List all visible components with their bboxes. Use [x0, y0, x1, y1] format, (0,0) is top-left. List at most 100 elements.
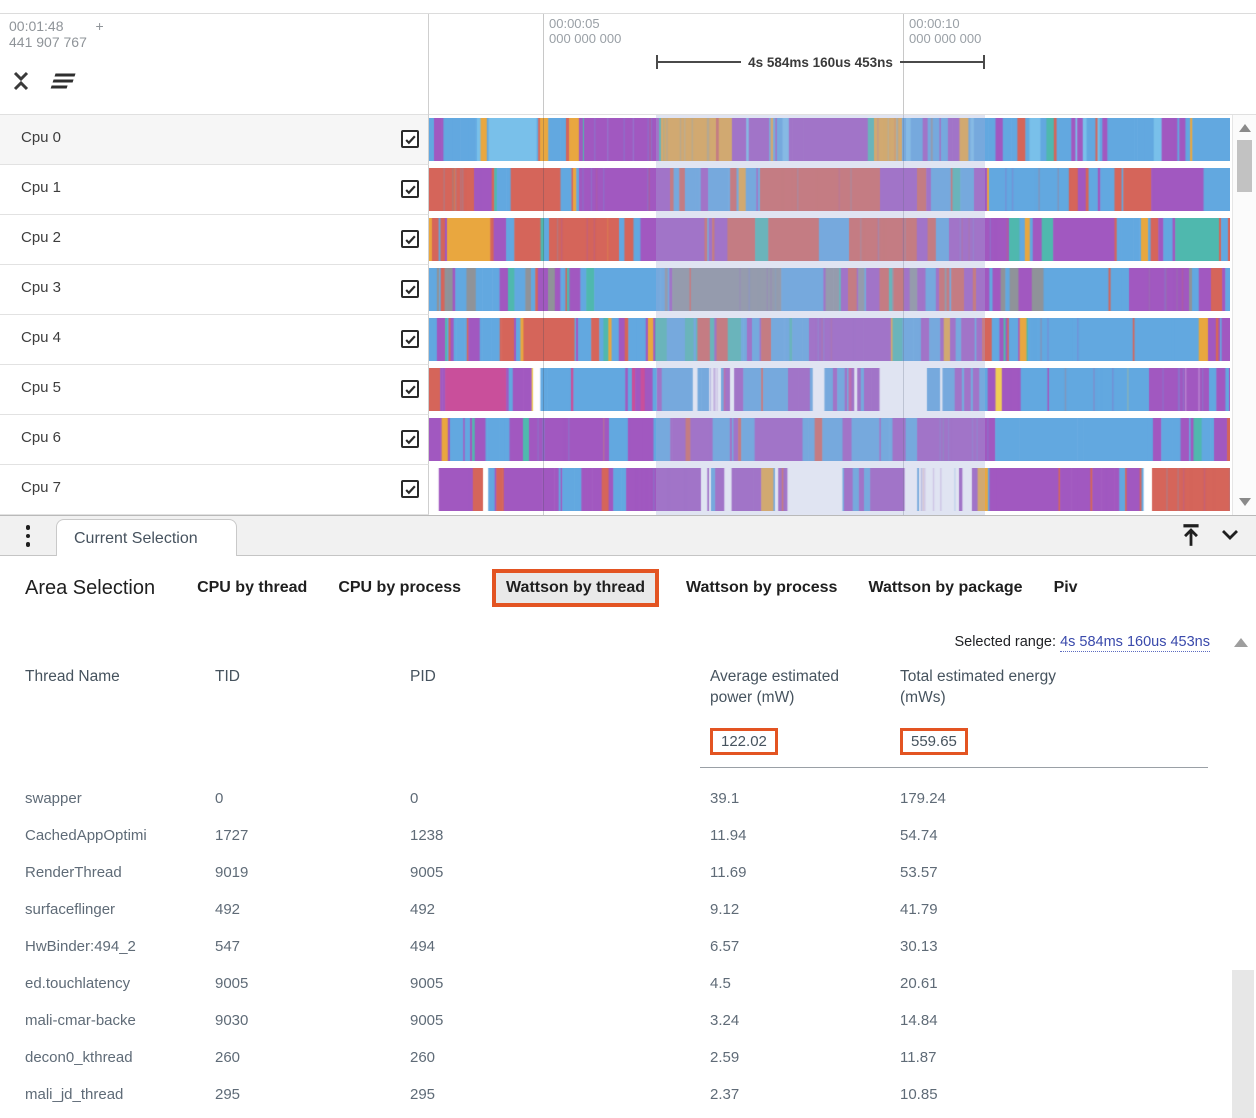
cpu-track-label: Cpu 4: [21, 329, 62, 346]
cell-pid: 492: [410, 901, 436, 918]
scroll-up-arrow-icon[interactable]: [1239, 124, 1251, 132]
column-header-tid[interactable]: TID: [215, 668, 240, 685]
ruler-tick: [543, 14, 544, 115]
table-row[interactable]: swapper 0 0 39.1 179.24: [0, 780, 1240, 817]
top-strip: [0, 0, 1256, 14]
cell-tid: 295: [215, 1086, 241, 1103]
tab-wattson-by-package[interactable]: Wattson by package: [868, 579, 1023, 596]
cpu-track[interactable]: [429, 368, 1230, 411]
cell-total-energy: 20.61: [900, 975, 938, 992]
cell-tid: 260: [215, 1049, 241, 1066]
clock-plus: +: [95, 18, 104, 34]
cpu-track-canvas[interactable]: [429, 318, 1230, 361]
collapse-panel-icon[interactable]: [1218, 523, 1242, 547]
cell-total-energy: 14.84: [900, 1012, 938, 1029]
column-header-avg-power[interactable]: Average estimated power (mW): [710, 668, 839, 706]
cell-avg-power: 6.57: [710, 938, 740, 955]
cpu-track-checkbox[interactable]: [401, 180, 419, 198]
flatten-tracks-icon[interactable]: [48, 72, 76, 90]
cell-thread-name: ed.touchlatency: [25, 975, 131, 992]
cell-avg-power: 11.69: [710, 864, 747, 881]
cell-avg-power: 11.94: [710, 827, 747, 844]
table-row[interactable]: decon0_kthread 260 260 2.59 11.87: [0, 1039, 1240, 1076]
cpu-tracks-region: Cpu 0 Cpu 1 Cpu 2 Cpu 3 Cpu 4 Cpu 5 Cpu 6 Cpu 7: [0, 115, 1232, 515]
cell-thread-name: CachedAppOptimi: [25, 827, 147, 844]
details-panel: Current Selection Area Selection CPU by …: [0, 515, 1256, 1118]
track-label-cell: Cpu 3: [0, 265, 429, 315]
column-header-total-energy[interactable]: Total estimated energy (mWs): [900, 668, 1056, 706]
details-tabbar: Current Selection: [0, 515, 1256, 557]
timeline-ruler[interactable]: 00:00:05 000 000 000 00:00:10 000 000 000 4s…: [430, 14, 1232, 115]
tab-wattson-by-thread[interactable]: Wattson by thread: [492, 569, 660, 607]
cpu-track-canvas[interactable]: [429, 418, 1230, 461]
table-row[interactable]: mali-cmar-backe 9030 9005 3.24 14.84: [0, 1002, 1240, 1039]
cpu-track-canvas[interactable]: [429, 168, 1230, 211]
cpu-track[interactable]: [429, 118, 1230, 161]
cell-avg-power: 9.12: [710, 901, 740, 918]
tab-wattson-by-process[interactable]: Wattson by process: [686, 579, 838, 596]
cell-pid: 295: [410, 1086, 436, 1103]
cpu-track-checkbox[interactable]: [401, 230, 419, 248]
cpu-track-checkbox[interactable]: [401, 430, 419, 448]
cell-avg-power: 2.37: [710, 1086, 740, 1103]
cpu-track-checkbox[interactable]: [401, 480, 419, 498]
trace-clock: 00:01:48 + 441 907 767: [9, 18, 104, 50]
track-label-cell: Cpu 7: [0, 465, 429, 515]
table-row[interactable]: CachedAppOptimi 1727 1238 11.94 54.74: [0, 817, 1240, 854]
cell-tid: 9005: [215, 975, 249, 992]
table-row[interactable]: RenderThread 9019 9005 11.69 53.57: [0, 854, 1240, 891]
cpu-track[interactable]: [429, 168, 1230, 211]
clock-time: 00:01:48: [9, 18, 64, 34]
cpu-track-row: Cpu 7: [0, 465, 1232, 515]
cpu-track[interactable]: [429, 268, 1230, 311]
expand-panel-to-top-icon[interactable]: [1178, 522, 1204, 548]
panel-scrollbar-thumb[interactable]: [1232, 970, 1254, 1118]
cell-thread-name: surfaceflinger: [25, 901, 116, 918]
cpu-track[interactable]: [429, 418, 1230, 461]
kebab-menu-icon[interactable]: [18, 523, 38, 549]
collapse-tracks-icon[interactable]: [10, 70, 32, 92]
cpu-track-checkbox[interactable]: [401, 380, 419, 398]
cell-pid: 9005: [410, 1012, 444, 1029]
cell-pid: 1238: [410, 827, 444, 844]
selected-range-value[interactable]: 4s 584ms 160us 453ns: [1060, 634, 1210, 652]
cpu-track-checkbox[interactable]: [401, 330, 419, 348]
timeline-scrollbar[interactable]: [1232, 115, 1256, 515]
cpu-track-canvas[interactable]: [429, 118, 1230, 161]
table-row[interactable]: mali_jd_thread 295 295 2.37 10.85: [0, 1076, 1240, 1113]
area-selection-content: Area Selection CPU by thread CPU by proce…: [0, 556, 1256, 1118]
scroll-down-arrow-icon[interactable]: [1239, 498, 1251, 506]
timeline-header-left: 00:01:48 + 441 907 767: [0, 14, 429, 115]
cpu-track-canvas[interactable]: [429, 468, 1230, 511]
table-row[interactable]: surfaceflinger 492 492 9.12 41.79: [0, 891, 1240, 928]
cpu-track[interactable]: [429, 218, 1230, 261]
cpu-track-canvas[interactable]: [429, 218, 1230, 261]
table-body: swapper 0 0 39.1 179.24 CachedAppOptimi 1727 12…: [0, 780, 1240, 1113]
ruler-tick-label: 00:00:05 000 000 000: [549, 16, 622, 46]
cpu-track-checkbox[interactable]: [401, 280, 419, 298]
cell-tid: 1727: [215, 827, 249, 844]
timeline-scrollbar-thumb[interactable]: [1237, 140, 1252, 192]
cell-tid: 0: [215, 790, 224, 807]
panel-scroll-up-arrow-icon[interactable]: [1234, 638, 1248, 647]
cpu-track-canvas[interactable]: [429, 368, 1230, 411]
cell-thread-name: decon0_kthread: [25, 1049, 133, 1066]
tab-cpu-by-process[interactable]: CPU by process: [338, 579, 462, 596]
cpu-track-row: Cpu 5: [0, 365, 1232, 415]
tab-cpu-by-thread[interactable]: CPU by thread: [197, 579, 308, 596]
tab-current-selection[interactable]: Current Selection: [56, 519, 237, 557]
cpu-track[interactable]: [429, 468, 1230, 511]
cell-pid: 260: [410, 1049, 436, 1066]
table-row[interactable]: ed.touchlatency 9005 9005 4.5 20.61: [0, 965, 1240, 1002]
table-row[interactable]: HwBinder:494_2 547 494 6.57 30.13: [0, 928, 1240, 965]
column-header-pid[interactable]: PID: [410, 668, 436, 685]
cell-pid: 9005: [410, 864, 444, 881]
cpu-track-label: Cpu 5: [21, 379, 62, 396]
cpu-track[interactable]: [429, 318, 1230, 361]
cell-avg-power: 4.5: [710, 975, 731, 992]
cpu-track-canvas[interactable]: [429, 268, 1230, 311]
tab-piv[interactable]: Piv: [1053, 579, 1078, 596]
cpu-track-row: Cpu 2: [0, 215, 1232, 265]
cpu-track-checkbox[interactable]: [401, 130, 419, 148]
column-header-thread-name[interactable]: Thread Name: [25, 668, 120, 685]
